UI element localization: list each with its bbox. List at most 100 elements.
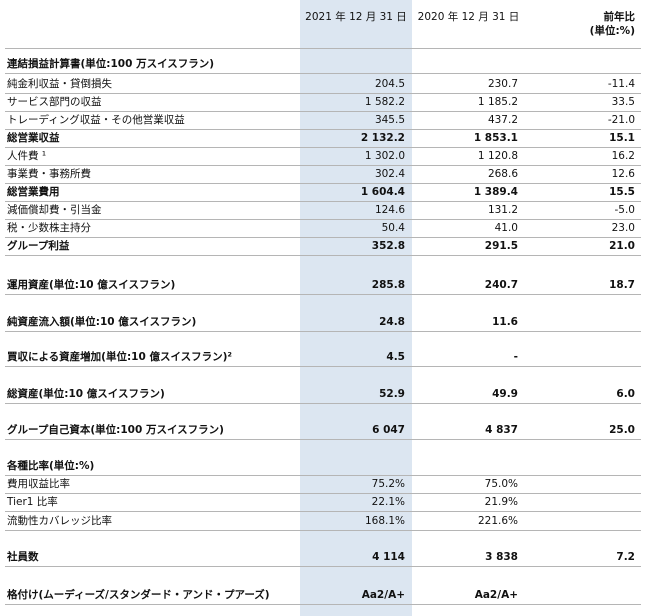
rule xyxy=(5,604,641,605)
cell-value: 1 604.4 xyxy=(360,186,405,198)
row-label: Tier1 比率 xyxy=(7,496,58,508)
row-label: 買収による資産増加(単位:10 億スイスフラン)² xyxy=(7,351,233,363)
cell-value: 124.6 xyxy=(374,204,405,216)
cell-value: 22.1% xyxy=(371,496,405,508)
cell-value: 50.4 xyxy=(381,222,405,234)
cell-value: 168.1% xyxy=(364,515,405,527)
row-label: トレーディング収益・その他営業収益 xyxy=(7,114,185,126)
cell-value: 4.5 xyxy=(386,351,405,363)
cell-value: 52.9 xyxy=(379,388,405,400)
cell-value: 1 120.8 xyxy=(477,150,518,162)
row-label: 総資産(単位:10 億スイスフラン) xyxy=(7,388,165,400)
column-header: 2020 年 12 月 31 日 xyxy=(417,11,520,23)
cell-value: 345.5 xyxy=(374,114,405,126)
row-label: 純資産流入額(単位:10 億スイスフラン) xyxy=(7,316,197,328)
rule xyxy=(5,403,641,404)
cell-value: - xyxy=(513,351,518,363)
rule xyxy=(5,111,641,112)
rule xyxy=(5,219,641,220)
highlight-column xyxy=(300,0,412,616)
cell-value: 21.0 xyxy=(609,240,635,252)
cell-value: 437.2 xyxy=(487,114,518,126)
rule xyxy=(5,93,641,94)
rule xyxy=(5,73,641,74)
cell-value: -11.4 xyxy=(607,78,635,90)
cell-value: Aa2/A+ xyxy=(474,589,518,601)
rule xyxy=(5,129,641,130)
row-label: グループ利益 xyxy=(7,240,70,252)
cell-value: 291.5 xyxy=(484,240,518,252)
rule xyxy=(5,48,641,49)
row-label: 人件費 ¹ xyxy=(7,150,47,162)
rule xyxy=(5,439,641,440)
column-unit: (単位:%) xyxy=(589,25,635,37)
cell-value: 11.6 xyxy=(492,316,518,328)
rule xyxy=(5,294,641,295)
cell-value: 3 838 xyxy=(485,551,518,563)
rule xyxy=(5,201,641,202)
cell-value: 49.9 xyxy=(492,388,518,400)
rule xyxy=(5,493,641,494)
cell-value: 16.2 xyxy=(611,150,635,162)
cell-value: 6 047 xyxy=(372,424,405,436)
rule xyxy=(5,511,641,512)
cell-value: 12.6 xyxy=(611,168,635,180)
cell-value: 7.2 xyxy=(616,551,635,563)
rule xyxy=(5,475,641,476)
cell-value: 75.2% xyxy=(371,478,405,490)
cell-value: 230.7 xyxy=(487,78,518,90)
cell-value: 4 837 xyxy=(485,424,518,436)
row-label: 純金利収益・貸倒損失 xyxy=(7,78,112,90)
rule xyxy=(5,147,641,148)
cell-value: 131.2 xyxy=(487,204,518,216)
rule xyxy=(5,255,641,256)
row-label: 減価償却費・引当金 xyxy=(7,204,102,216)
cell-value: 1 582.2 xyxy=(364,96,405,108)
cell-value: 1 389.4 xyxy=(473,186,518,198)
cell-value: 1 302.0 xyxy=(364,150,405,162)
cell-value: 204.5 xyxy=(374,78,405,90)
cell-value: 21.9% xyxy=(484,496,518,508)
row-label: 運用資産(単位:10 億スイスフラン) xyxy=(7,279,176,291)
cell-value: 285.8 xyxy=(371,279,405,291)
cell-value: 2 132.2 xyxy=(360,132,405,144)
cell-value: 352.8 xyxy=(371,240,405,252)
cell-value: 23.0 xyxy=(611,222,635,234)
row-label: 事業費・事務所費 xyxy=(7,168,91,180)
cell-value: -21.0 xyxy=(607,114,635,126)
cell-value: 25.0 xyxy=(609,424,635,436)
cell-value: 41.0 xyxy=(494,222,518,234)
cell-value: 302.4 xyxy=(374,168,405,180)
cell-value: Aa2/A+ xyxy=(361,589,405,601)
row-label: 費用収益比率 xyxy=(7,478,70,490)
cell-value: -5.0 xyxy=(614,204,636,216)
cell-value: 15.1 xyxy=(609,132,635,144)
rule xyxy=(5,237,641,238)
cell-value: 221.6% xyxy=(477,515,518,527)
cell-value: 4 114 xyxy=(372,551,405,563)
cell-value: 15.5 xyxy=(609,186,635,198)
row-label: 税・少数株主持分 xyxy=(7,222,91,234)
cell-value: 33.5 xyxy=(611,96,635,108)
cell-value: 75.0% xyxy=(484,478,518,490)
row-label: 格付け(ムーディーズ/スタンダード・アンド・プアーズ) xyxy=(7,589,270,601)
rule xyxy=(5,331,641,332)
column-header: 2021 年 12 月 31 日 xyxy=(305,11,407,23)
cell-value: 240.7 xyxy=(484,279,518,291)
cell-value: 268.6 xyxy=(487,168,518,180)
cell-value: 6.0 xyxy=(616,388,635,400)
cell-value: 18.7 xyxy=(609,279,635,291)
row-label: 総営業収益 xyxy=(7,132,60,144)
row-label: 各種比率(単位:%) xyxy=(7,460,95,472)
row-label: 連結損益計算書(単位:100 万スイスフラン) xyxy=(7,58,215,70)
row-label: グループ自己資本(単位:100 万スイスフラン) xyxy=(7,424,224,436)
rule xyxy=(5,366,641,367)
rule xyxy=(5,566,641,567)
cell-value: 1 853.1 xyxy=(473,132,518,144)
cell-value: 24.8 xyxy=(379,316,405,328)
cell-value: 1 185.2 xyxy=(477,96,518,108)
row-label: サービス部門の収益 xyxy=(7,96,102,108)
rule xyxy=(5,530,641,531)
row-label: 社員数 xyxy=(7,551,39,563)
